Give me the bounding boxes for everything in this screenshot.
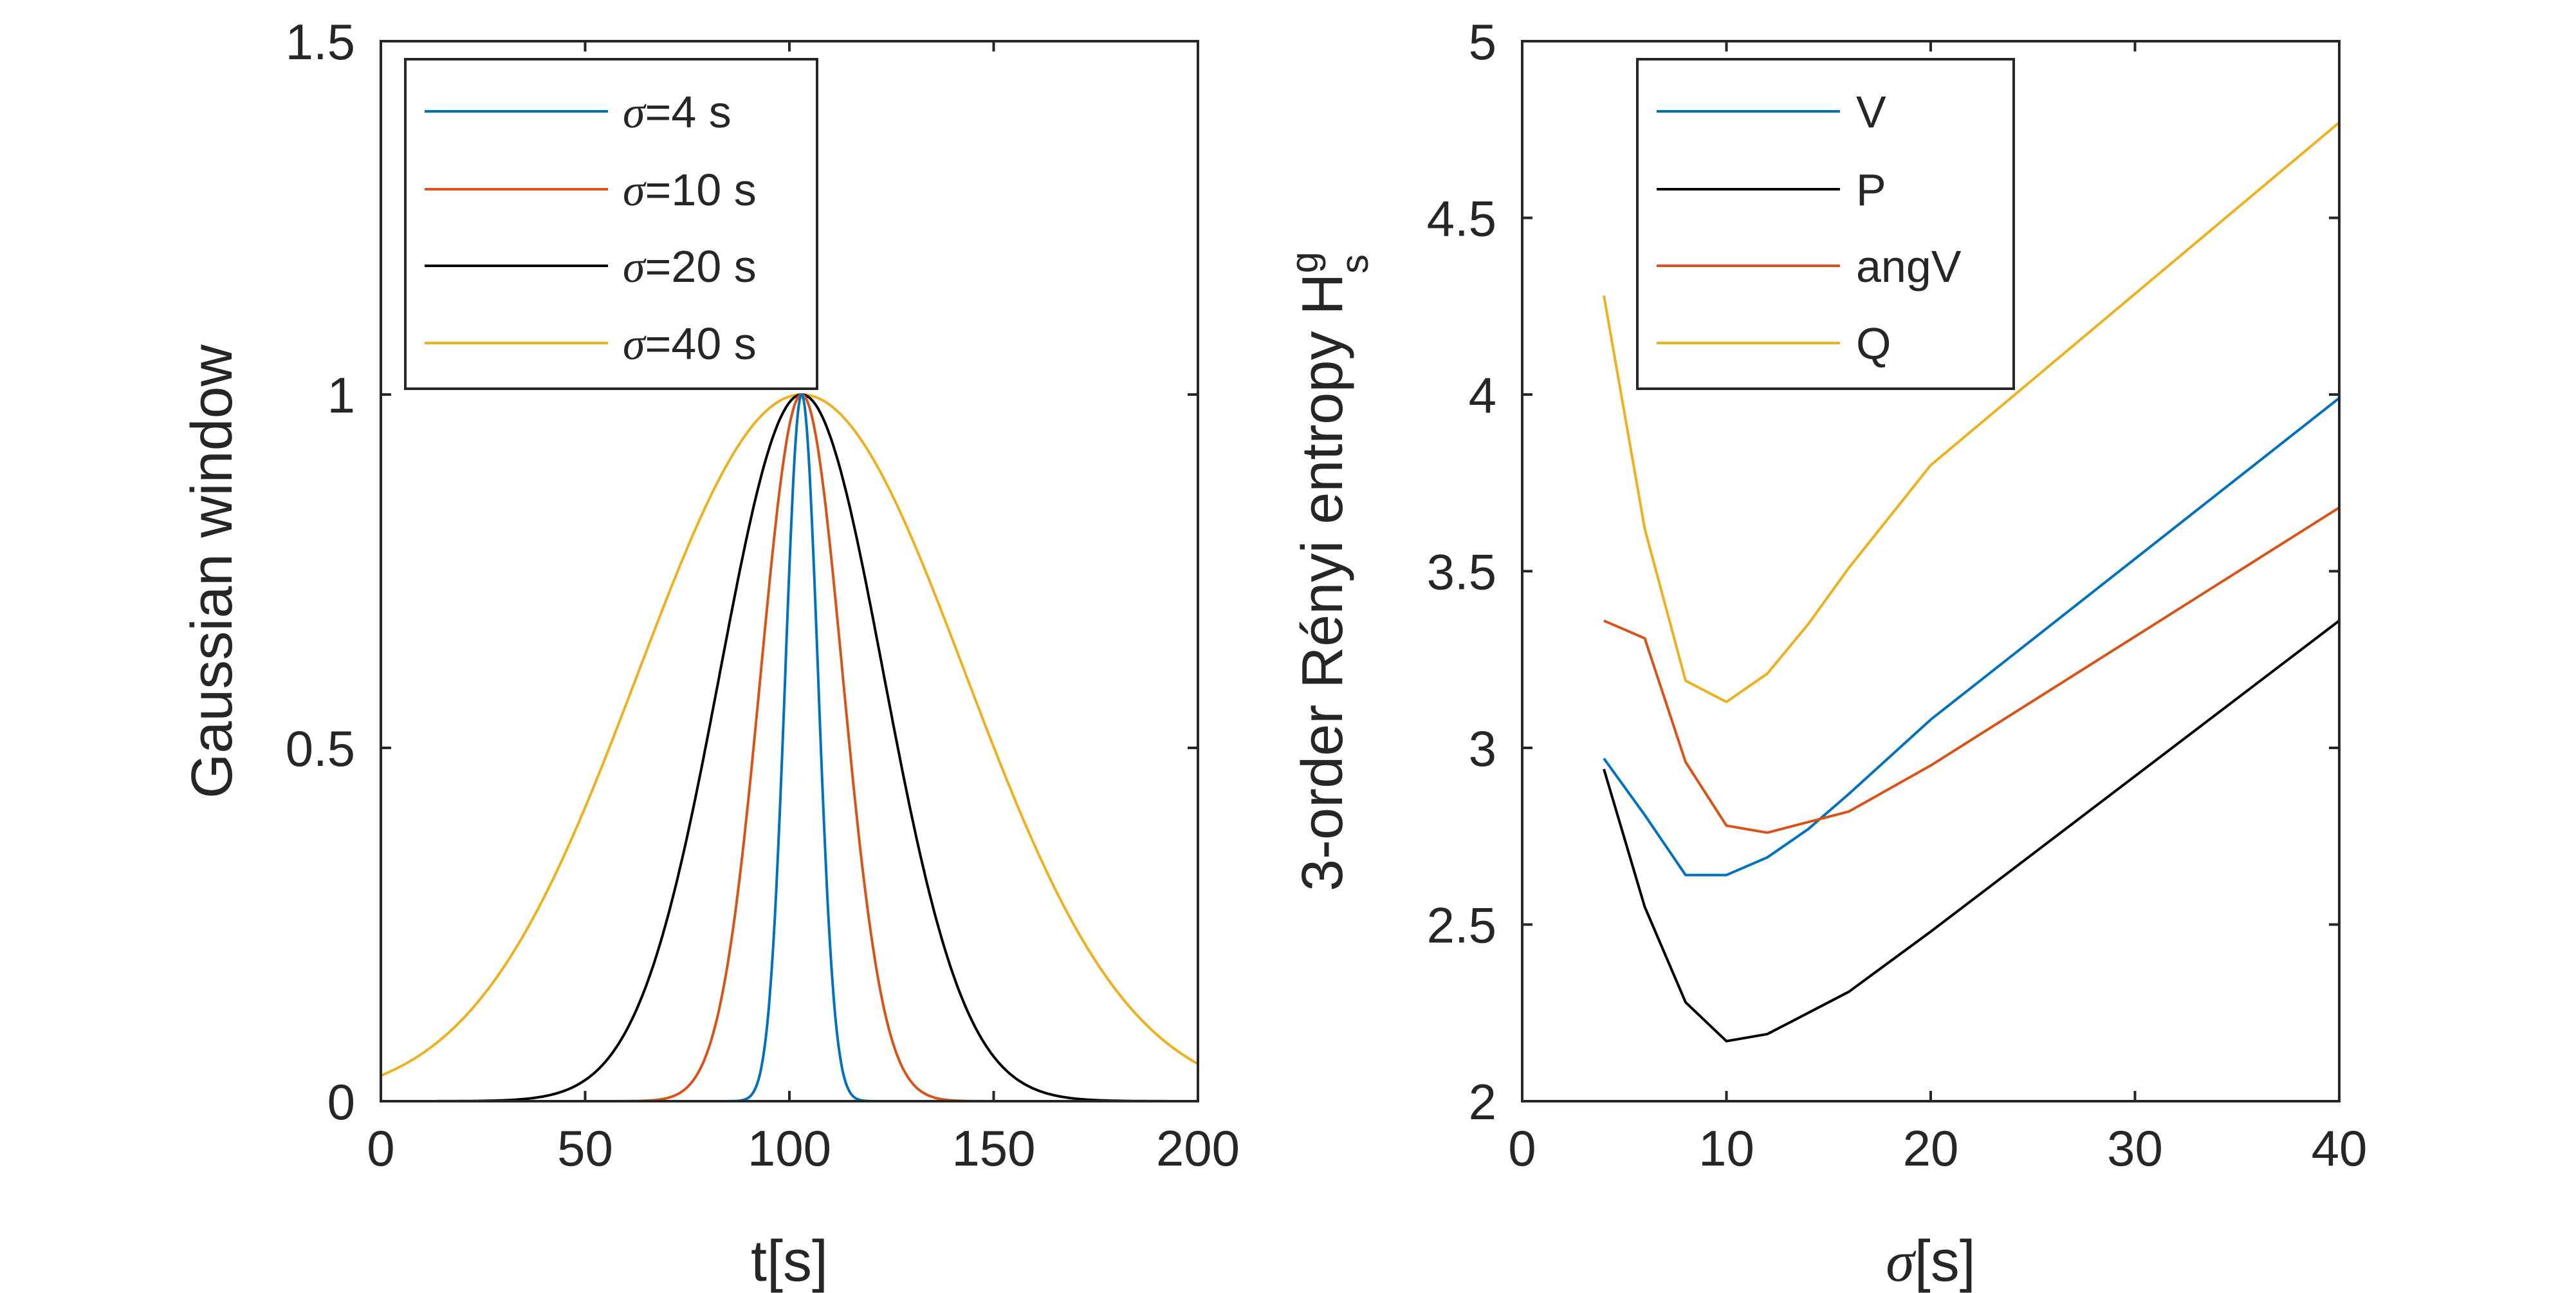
left-x-axis-label: t[s] — [751, 1229, 828, 1293]
left-legend: σ=4 s σ=10 s σ=20 s σ=40 s — [404, 58, 818, 390]
left-ytick-label-1-5: 1.5 — [286, 14, 355, 70]
right-tick-labels: 0 10 20 30 40 2 2.5 3 3.5 4 4.5 5 — [1427, 14, 2368, 1177]
legend-entry-p: P — [1856, 165, 1886, 215]
left-ticks — [380, 40, 1199, 1102]
left-xtick-label-50: 50 — [557, 1120, 613, 1177]
left-chart: 0 50 100 150 200 0 0.5 1 1.5 t[s] Gaussian windo… — [180, 14, 1240, 1293]
legend-entry-sigma-10: σ=10 s — [623, 165, 757, 216]
right-xtick-label-40: 40 — [2312, 1120, 2368, 1177]
right-legend: V P angV Q — [1636, 58, 2015, 390]
right-ytick-label-3-5: 3.5 — [1427, 544, 1496, 600]
right-series-layer — [1603, 121, 2341, 1043]
series-line-angv — [1603, 507, 2341, 834]
right-xtick-label-30: 30 — [2107, 1120, 2163, 1177]
series-line-v — [1603, 396, 2341, 877]
right-xtick-label-10: 10 — [1698, 1120, 1754, 1177]
legend-entry-sigma-40: σ=40 s — [623, 319, 757, 369]
right-xtick-label-0: 0 — [1508, 1120, 1536, 1177]
series-line-p — [1603, 619, 2341, 1043]
right-ytick-label-2-5: 2.5 — [1427, 897, 1496, 954]
legend-entry-q: Q — [1856, 319, 1891, 369]
left-xtick-label-100: 100 — [748, 1120, 831, 1177]
left-legend-box — [404, 58, 818, 390]
left-xtick-label-150: 150 — [952, 1120, 1035, 1177]
right-ticks — [1521, 40, 2341, 1102]
right-ytick-label-3: 3 — [1469, 720, 1496, 777]
right-ytick-label-5: 5 — [1469, 14, 1496, 70]
left-ytick-label-0-5: 0.5 — [286, 720, 355, 777]
legend-entry-sigma-20: σ=20 s — [623, 241, 757, 292]
series-line-sigma-40 — [380, 393, 1199, 1077]
legend-entry-angv: angV — [1856, 241, 1962, 292]
series-line-q — [1603, 121, 2341, 703]
right-x-axis-label: σ[s] — [1886, 1229, 1975, 1293]
left-xtick-label-200: 200 — [1156, 1120, 1240, 1177]
legend-entry-sigma-4: σ=4 s — [623, 87, 731, 138]
right-ytick-label-4: 4 — [1469, 367, 1496, 423]
right-ytick-label-2: 2 — [1469, 1074, 1496, 1130]
legend-entry-v: V — [1856, 87, 1886, 137]
right-legend-box — [1636, 58, 2015, 390]
left-ytick-label-0: 0 — [327, 1074, 355, 1130]
right-chart: 0 10 20 30 40 2 2.5 3 3.5 4 4.5 5 σ[s] 3-order Rény… — [1283, 14, 2367, 1293]
left-xtick-label-0: 0 — [367, 1120, 394, 1177]
left-ytick-label-1: 1 — [327, 367, 355, 423]
left-tick-labels: 0 50 100 150 200 0 0.5 1 1.5 — [286, 14, 1240, 1177]
right-xtick-label-20: 20 — [1903, 1120, 1959, 1177]
left-y-axis-label: Gaussian window — [180, 344, 244, 798]
series-line-sigma-20 — [380, 393, 1199, 1102]
right-y-axis-label: 3-order Rényi entropy Hg s — [1283, 252, 1376, 891]
right-ytick-label-4-5: 4.5 — [1427, 191, 1496, 247]
